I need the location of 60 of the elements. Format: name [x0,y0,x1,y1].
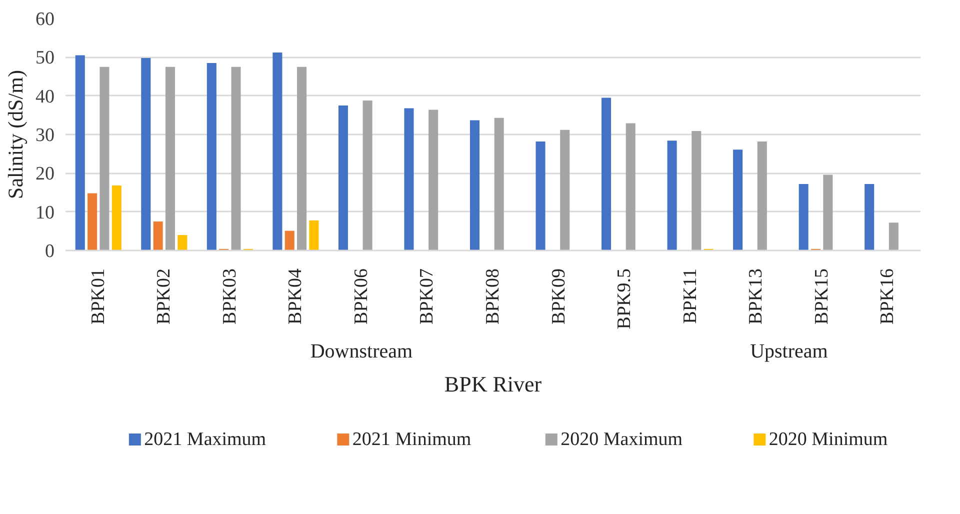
bar [206,62,216,250]
bar [536,141,546,250]
y-tick-label: 10 [36,202,54,224]
y-axis-title: Salinity (dS/m) [4,70,28,199]
x-tick-label: BPK15 [811,268,832,324]
bar [309,220,319,250]
bar [88,193,98,250]
bar [297,66,307,250]
bar [100,66,110,250]
x-tick-label: BPK01 [88,268,109,324]
bar [362,100,372,250]
x-tick-label: BPK16 [877,268,898,324]
bar [141,58,151,250]
y-tick-label: 30 [36,125,54,146]
x-tick-label: BPK11 [680,268,701,324]
bar [823,174,833,250]
bar [560,130,570,250]
legend-label: 2020 Maximum [560,429,683,450]
x-tick-label: BPK07 [416,268,438,324]
x-tick-label: BPK06 [350,268,372,324]
bar [112,186,122,250]
bar [178,235,188,250]
legend-label: 2021 Maximum [144,429,266,450]
bar [692,131,702,250]
text: Downstream [310,340,414,362]
x-tick-label: BPK08 [482,268,504,324]
bar [602,98,612,250]
bar [864,184,874,250]
bar [153,222,163,250]
x-tick-label: BPK13 [746,268,767,324]
bar [428,110,438,250]
legend-label: 2021 Minimum [352,429,472,450]
x-tick-label: BPK04 [285,268,306,324]
bar [757,141,767,250]
bar [626,123,636,250]
bar [165,66,176,250]
bar [404,108,414,250]
x-tick-label: BPK09 [548,268,570,324]
y-tick-label: 60 [36,9,54,30]
bar [798,184,808,250]
y-tick-label: 20 [36,164,54,185]
text: Upstream [750,340,828,362]
x-axis-title: BPK River [444,372,542,396]
y-tick-label: 50 [36,48,54,69]
bar [733,150,743,250]
x-tick-label: BPK03 [219,268,240,324]
y-tick-label: 0 [45,241,54,262]
bar [231,66,241,250]
x-tick-label: BPK9.5 [614,268,636,330]
bar [667,140,677,250]
y-tick-label: 40 [36,86,54,108]
x-tick-label: BPK02 [154,268,175,324]
bar [75,55,85,250]
bar [284,230,294,250]
bar [470,120,480,250]
legend-label: 2020 Minimum [768,429,888,450]
bar [494,118,504,250]
bar [338,106,348,250]
bar [272,52,282,250]
bar [888,222,898,250]
